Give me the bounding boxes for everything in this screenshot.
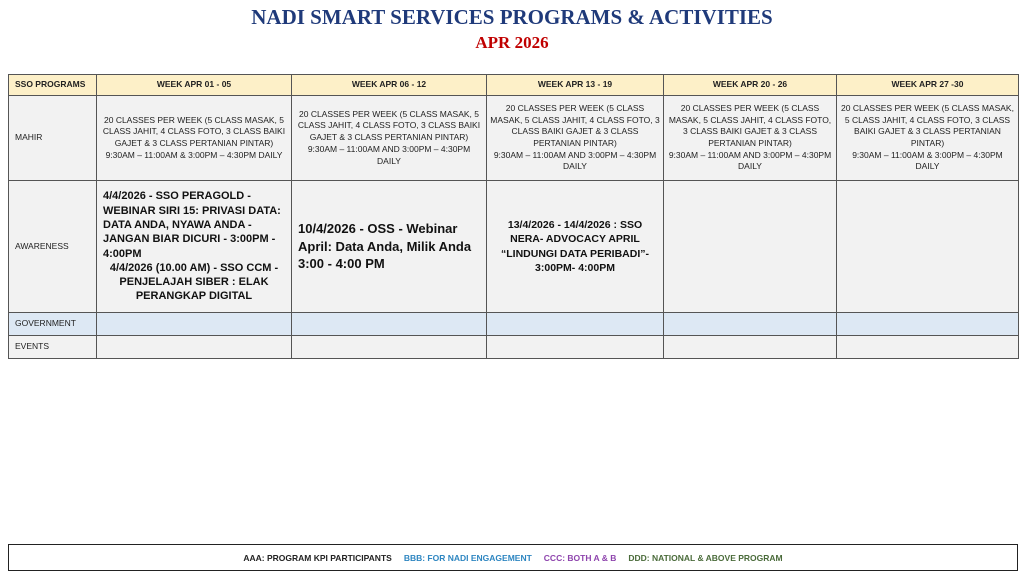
cell-text: 20 CLASSES PER WEEK (5 CLASS MASAK, 5 CL… [841,102,1014,148]
table-cell [663,180,837,313]
table-cell: 13/4/2026 - 14/4/2026 : SSO NERA- ADVOCA… [486,180,664,313]
table-cell [96,312,292,336]
row-label: EVENTS [8,335,97,359]
cell-text: 20 CLASSES PER WEEK (5 CLASS MASAK, 5 CL… [490,102,660,148]
cell-text: 20 CLASSES PER WEEK (5 CLASS MASAK, 5 CL… [102,114,286,148]
page-title: NADI SMART SERVICES PROGRAMS & ACTIVITIE… [251,5,773,29]
table-cell: 10/4/2026 - OSS - Webinar April: Data An… [291,180,487,313]
table-cell: 4/4/2026 - SSO PERAGOLD - WEBINAR SIRI 1… [96,180,292,313]
legend: AAA: PROGRAM KPI PARTICIPANTS BBB: FOR N… [8,544,1018,571]
column-header: WEEK APR 20 - 26 [663,74,837,96]
table-row-government: GOVERNMENT [8,312,1019,336]
cell-time: 9:30AM – 11:00AM & 3:00PM – 4:30PM DAILY [105,149,283,160]
row-label: MAHIR [8,95,97,181]
cell-time: 9:30AM – 11:00AM AND 3:00PM – 4:30PM DAI… [668,149,832,172]
row-label: AWARENESS [8,180,97,313]
table-cell [486,335,664,359]
legend-item-aaa: AAA: PROGRAM KPI PARTICIPANTS [243,552,392,563]
table-cell: 20 CLASSES PER WEEK (5 CLASS MASAK, 5 CL… [663,95,837,181]
table-cell [836,335,1019,359]
column-header: WEEK APR 06 - 12 [291,74,487,96]
table-row-awareness: AWARENESS 4/4/2026 - SSO PERAGOLD - WEBI… [8,180,1019,313]
table-cell [836,312,1019,336]
event-text: 4/4/2026 - SSO PERAGOLD - WEBINAR SIRI 1… [103,190,281,260]
table-cell [663,312,837,336]
legend-item-bbb: BBB: FOR NADI ENGAGEMENT [403,552,532,563]
table-cell: 20 CLASSES PER WEEK (5 CLASS MASAK, 5 CL… [836,95,1019,181]
page-subtitle: APR 2026 [475,33,549,52]
table-row-events: EVENTS [8,335,1019,359]
table-cell: 20 CLASSES PER WEEK (5 CLASS MASAK, 5 CL… [291,95,487,181]
cell-text: 20 CLASSES PER WEEK (5 CLASS MASAK, 5 CL… [668,102,832,148]
column-header: SSO PROGRAMS [8,74,97,96]
table-cell [291,335,487,359]
table-cell: 20 CLASSES PER WEEK (5 CLASS MASAK, 5 CL… [486,95,664,181]
legend-item-ccc: CCC: BOTH A & B [543,552,617,563]
column-header: WEEK APR 13 - 19 [486,74,664,96]
table-cell [486,312,664,336]
programs-table: SSO PROGRAMS WEEK APR 01 - 05 WEEK APR 0… [8,74,1019,359]
cell-time: 9:30AM – 11:00AM AND 3:00PM – 4:30PM DAI… [307,143,471,166]
event-text: 10/4/2026 - OSS - Webinar April: Data An… [298,221,472,272]
cell-time: 9:30AM – 11:00AM AND 3:00PM – 4:30PM DAI… [493,149,657,172]
cell-text: 20 CLASSES PER WEEK (5 CLASS MASAK, 5 CL… [297,108,481,143]
column-header: WEEK APR 01 - 05 [96,74,292,96]
table-cell: 20 CLASSES PER WEEK (5 CLASS MASAK, 5 CL… [96,95,292,181]
table-row-mahir: MAHIR 20 CLASSES PER WEEK (5 CLASS MASAK… [8,95,1019,181]
legend-item-ddd: DDD: NATIONAL & ABOVE PROGRAM [628,552,783,563]
cell-time: 9:30AM – 11:00AM & 3:00PM – 4:30PM DAILY [852,149,1003,172]
column-header: WEEK APR 27 -30 [836,74,1019,96]
row-label: GOVERNMENT [8,312,97,336]
table-cell [291,312,487,336]
header-row: SSO PROGRAMS WEEK APR 01 - 05 WEEK APR 0… [8,74,1019,96]
table-cell [836,180,1019,313]
event-text: 4/4/2026 (10.00 AM) - SSO CCM - PENJELAJ… [109,261,279,303]
table-cell [663,335,837,359]
event-text: 13/4/2026 - 14/4/2026 : SSO NERA- ADVOCA… [501,219,649,274]
table-cell [96,335,292,359]
